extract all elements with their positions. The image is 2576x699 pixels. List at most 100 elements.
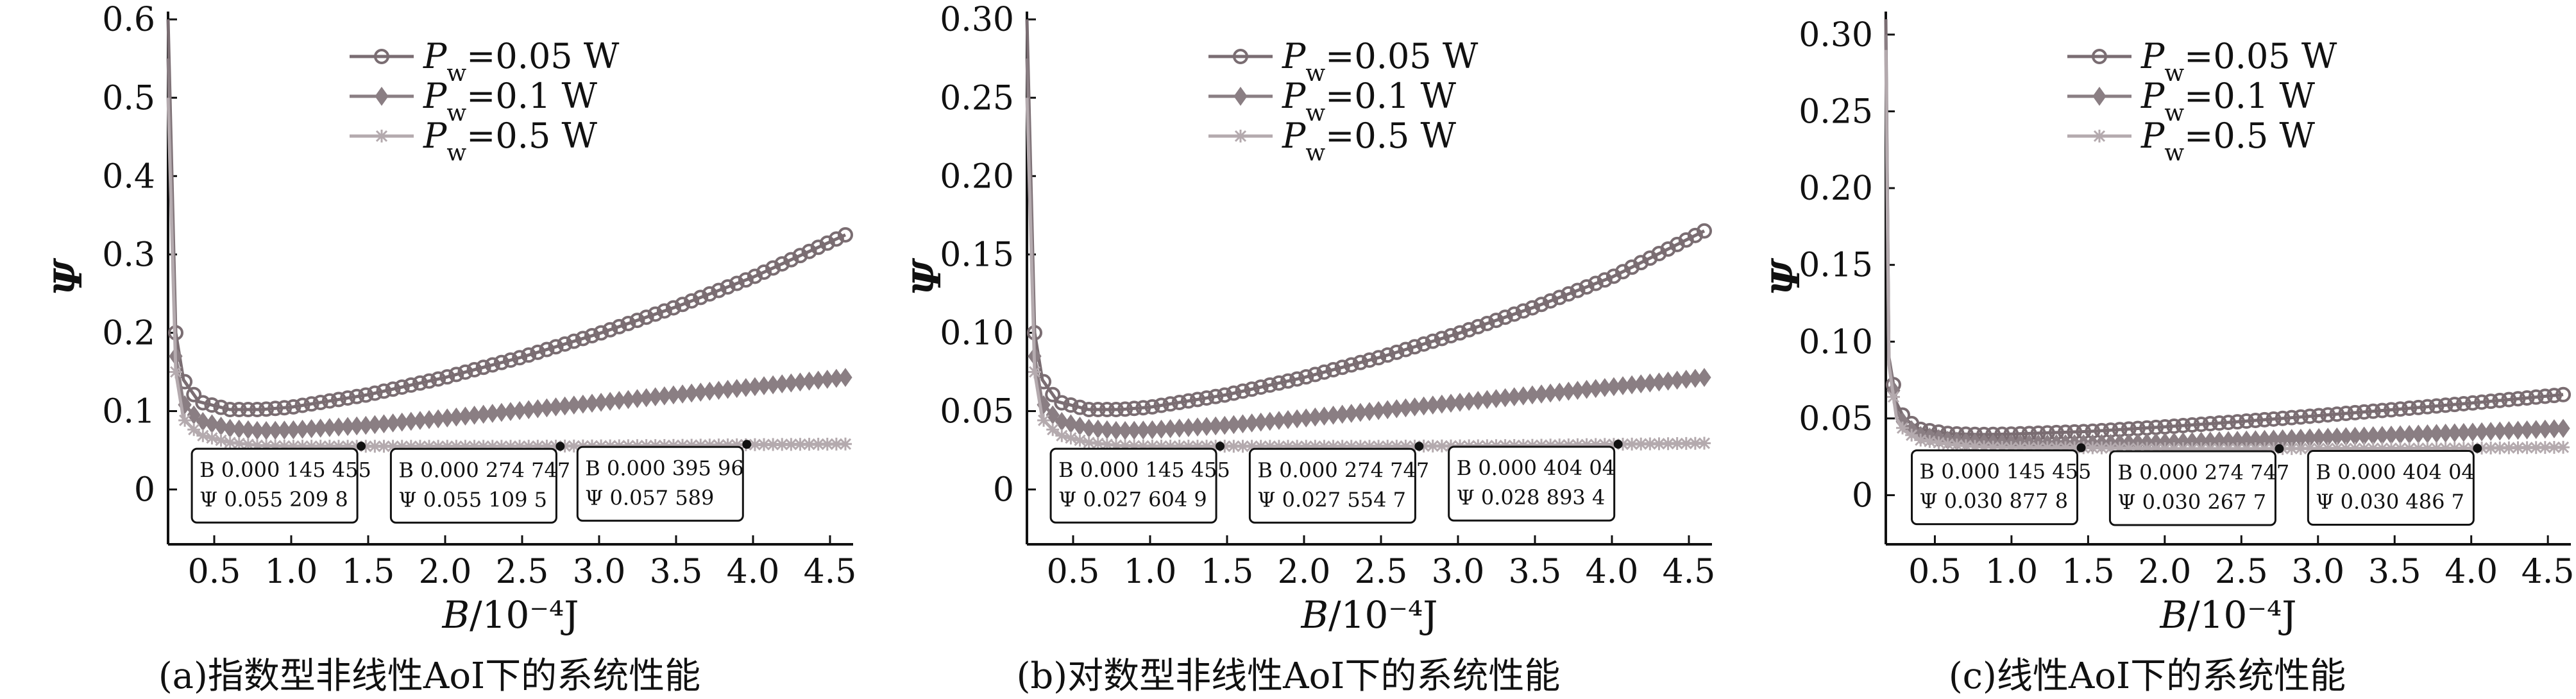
series-marker [512,350,528,366]
series-marker [665,300,681,316]
series-marker [1380,347,1396,363]
series-marker [2175,418,2191,434]
datatip-point [2275,444,2284,454]
series-marker [1616,438,1630,451]
series-marker [1245,440,1258,453]
x-tick-label: 2.5 [1355,553,1408,591]
series-marker [1932,436,1945,449]
y-tick-label: 0 [993,471,1014,510]
series-marker [1325,361,1341,377]
series-marker [1535,438,1548,452]
series-marker [1262,377,1278,393]
series-marker [448,367,464,383]
series-marker [423,440,436,453]
series-marker [1515,303,1531,319]
x-tick-label: 0.5 [1047,553,1100,591]
series-marker [2437,397,2453,413]
y-tick-label: 0.5 [102,79,155,117]
series-marker [811,438,825,451]
series-marker [585,439,598,453]
series-marker [2320,407,2336,423]
series-1 [1025,58,1711,440]
series-marker [303,396,319,412]
series-marker [656,303,672,319]
series-marker [2374,402,2390,419]
series-marker [792,248,808,264]
series-marker [2212,442,2226,455]
series-marker [421,373,437,389]
datatip-box [2307,450,2475,526]
y-tick-label: 0.10 [940,314,1014,352]
legend-swatch-marker [374,49,389,64]
series-marker [2303,442,2316,455]
datatip-0: B 0.000 145 455 Ψ 0.055 209 8 [191,442,371,524]
series-marker [2122,442,2135,455]
series-marker [2194,442,2208,455]
series-marker [2184,417,2200,433]
series-marker [810,239,826,255]
series-marker [1543,293,1559,309]
series-marker [359,440,373,453]
series-marker [1054,395,1070,411]
datatip-0: B 0.000 145 455 Ψ 0.027 604 9 [1049,442,1230,524]
series-marker [557,336,573,352]
series-marker [2031,441,2045,454]
series-marker [1117,401,1133,417]
series-marker [2356,404,2372,420]
series-marker [1698,436,1711,450]
x-axis-label: B/10⁻⁴J [1300,593,1437,637]
series-marker [477,440,490,453]
series-2 [1025,98,1711,453]
x-tick-label: 3.5 [2368,553,2421,591]
series-marker [2529,441,2543,454]
series-marker [839,437,852,451]
series-marker [450,440,463,453]
series-marker [493,354,509,370]
series-marker [1534,297,1550,313]
x-tick-label: 3.0 [1432,553,1485,591]
legend-label: Pw=0.1 W [2140,76,2315,126]
series-marker [1344,440,1358,453]
series-marker [2203,442,2217,455]
series-marker [1226,385,1242,401]
datatip-psi: Ψ 0.030 267 7 [2117,490,2266,514]
datatip-box [1049,447,1217,524]
series-marker [1126,401,1142,417]
y-tick-label: 0.15 [1799,246,1873,285]
series-marker [468,440,481,453]
series-marker [1073,433,1087,447]
series-marker [204,397,220,413]
series-marker [721,438,734,452]
series-marker [1153,397,1169,413]
series-marker [1661,437,1675,451]
series-marker [2249,442,2262,455]
series-marker [1896,421,1910,435]
y-tick-label: 0.6 [102,1,155,39]
series-marker [648,439,662,453]
series-marker [2185,442,2199,455]
series-marker [2492,392,2508,408]
series-marker [1235,383,1251,399]
y-axis-label: Ψ [1764,257,1809,295]
y-axis-label: Ψ [46,257,91,295]
series-marker [793,438,807,451]
series-marker [441,440,454,453]
series-marker [1291,440,1304,453]
series-marker [1171,394,1187,410]
datatip-2: B 0.000 395 96 Ψ 0.057 589 [576,440,752,522]
series-marker [730,438,743,451]
series-marker [2446,397,2462,413]
series-marker [2403,442,2416,455]
series-marker [2419,399,2436,415]
series-marker [540,440,554,453]
series-marker [223,436,237,449]
series-marker [267,401,284,417]
x-tick-label: 0.5 [188,553,241,591]
series-marker [1381,440,1394,453]
y-tick-label: 0.25 [1799,92,1873,131]
series-marker [1950,438,1963,452]
x-tick-label: 3.5 [650,553,703,591]
series-marker [819,235,835,251]
series-marker [2537,388,2553,404]
series-marker [1119,439,1132,453]
